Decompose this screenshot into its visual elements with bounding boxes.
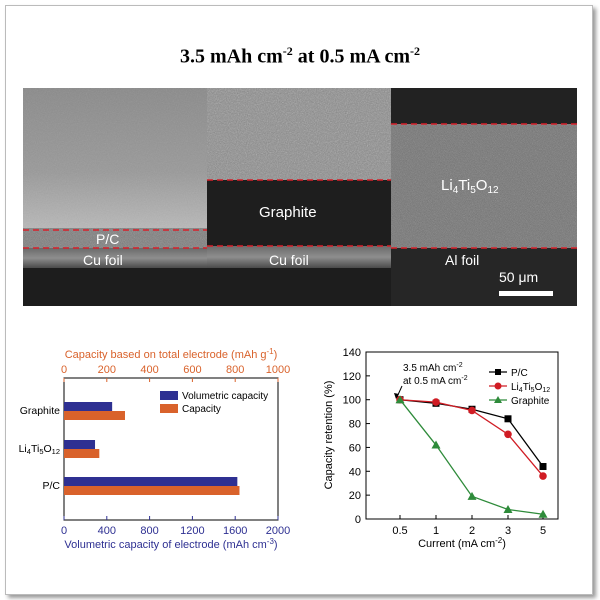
sem-cross-section-image: P/C Cu foil Graphite Cu foil Li4Ti5O12 A…: [23, 88, 577, 306]
sem-label-coating-lto: Li4Ti5O12: [441, 177, 499, 196]
figure-title: 3.5 mAh cm-2 at 0.5 mA cm-2: [180, 44, 420, 68]
scale-bar-label: 50 μm: [499, 269, 538, 285]
sem-label-coating-graphite: Graphite: [259, 204, 317, 221]
sem-label-substrate-1: Cu foil: [83, 252, 123, 268]
sem-label-coating-pc: P/C: [96, 231, 119, 247]
sem-panel-pc: P/C Cu foil: [23, 88, 207, 306]
sem-label-substrate-3: Al foil: [445, 252, 479, 268]
scale-bar: [499, 291, 553, 296]
sem-panel-lto: Li4Ti5O12 Al foil 50 μm: [391, 88, 577, 306]
sem-label-substrate-2: Cu foil: [269, 252, 309, 268]
sem-panel-graphite: Graphite Cu foil: [207, 88, 391, 306]
